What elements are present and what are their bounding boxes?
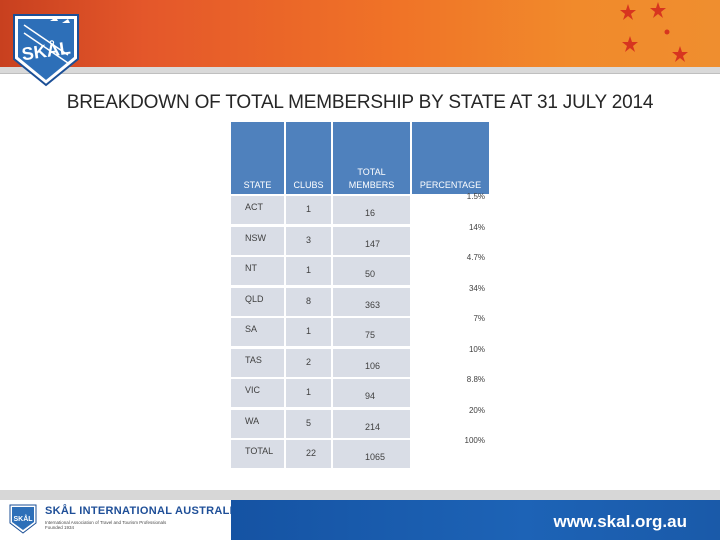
members-cell: 214 bbox=[333, 409, 410, 438]
percentage-cell: 20% bbox=[468, 405, 485, 415]
page-title: BREAKDOWN OF TOTAL MEMBERSHIP BY STATE A… bbox=[66, 92, 654, 113]
clubs-cell-text: 22 bbox=[306, 448, 317, 458]
members-cell-text: 16 bbox=[365, 208, 376, 218]
state-cell: QLD bbox=[231, 287, 284, 316]
percentage-cell: 4.7% bbox=[466, 253, 485, 262]
clubs-cell: 8 bbox=[286, 287, 331, 316]
percentage-cell: 100% bbox=[464, 436, 485, 445]
header-state: STATE bbox=[231, 122, 284, 194]
state-cell-text: QLD bbox=[245, 293, 264, 304]
footer-url-bar bbox=[231, 500, 720, 540]
members-cell-text: 214 bbox=[365, 421, 381, 432]
clubs-cell: 2 bbox=[286, 348, 331, 377]
clubs-cell-text: 1 bbox=[306, 265, 312, 275]
state-cell-text: ACT bbox=[245, 202, 263, 212]
members-cell-text: 50 bbox=[365, 269, 376, 279]
footer-website-link[interactable]: www.skal.org.au bbox=[553, 512, 687, 531]
state-cell-text: SA bbox=[245, 324, 258, 334]
clubs-cell: 1 bbox=[286, 379, 331, 407]
header-divider bbox=[0, 67, 720, 73]
clubs-cell-text: 5 bbox=[306, 417, 312, 428]
clubs-cell-text: 1 bbox=[306, 387, 312, 397]
state-cell-text: TAS bbox=[245, 354, 262, 365]
percentage-cell: 10% bbox=[468, 344, 485, 354]
clubs-cell: 3 bbox=[286, 226, 331, 255]
clubs-cell-text: 2 bbox=[306, 356, 312, 367]
clubs-cell: 5 bbox=[286, 409, 331, 438]
state-cell: WA bbox=[231, 409, 284, 438]
state-cell: TAS bbox=[231, 348, 284, 377]
state-cell-text: WA bbox=[245, 415, 260, 426]
header-clubs: CLUBS bbox=[286, 122, 331, 194]
footer-brand-area bbox=[0, 500, 231, 540]
clubs-cell-text: 8 bbox=[306, 295, 312, 306]
skal-logo-icon: SKÅL bbox=[13, 14, 79, 87]
skal-footer-logo-icon: SKÅL bbox=[9, 504, 37, 534]
state-cell-text: TOTAL bbox=[245, 446, 274, 456]
state-cell: TOTAL bbox=[231, 440, 284, 468]
clubs-cell-text: 1 bbox=[306, 204, 312, 214]
members-cell-text: 1065 bbox=[365, 452, 386, 462]
members-cell: 1065 bbox=[333, 440, 410, 468]
members-cell-text: 363 bbox=[365, 299, 381, 310]
percentage-cell: 7% bbox=[473, 314, 485, 323]
footer-organization-name: SKÅL INTERNATIONAL AUSTRALIA bbox=[45, 505, 242, 517]
footer-tagline: International Association of Travel and … bbox=[45, 520, 167, 530]
footer-logo-text: SKÅL bbox=[13, 514, 33, 523]
clubs-cell-text: 3 bbox=[306, 234, 312, 245]
members-cell: 147 bbox=[333, 226, 410, 255]
footer-divider bbox=[0, 490, 720, 500]
clubs-cell: 22 bbox=[286, 440, 331, 468]
state-cell: SA bbox=[231, 318, 284, 346]
members-cell: 363 bbox=[333, 287, 410, 316]
percentage-cell: 1.5% bbox=[466, 192, 485, 201]
members-cell-text: 147 bbox=[365, 238, 381, 249]
clubs-cell-text: 1 bbox=[306, 326, 312, 336]
members-cell: 50 bbox=[333, 257, 410, 285]
header-percentage: PERCENTAGE bbox=[412, 122, 489, 194]
state-cell-text: NSW bbox=[245, 232, 266, 243]
header-total-members: TOTAL MEMBERS bbox=[333, 122, 410, 194]
state-cell: NT bbox=[231, 257, 284, 285]
state-cell-text: NT bbox=[245, 263, 257, 273]
clubs-cell: 1 bbox=[286, 318, 331, 346]
clubs-cell: 1 bbox=[286, 196, 331, 224]
members-cell-text: 75 bbox=[365, 330, 376, 340]
southern-cross-stars-icon bbox=[620, 2, 688, 62]
members-cell: 75 bbox=[333, 318, 410, 346]
header-banner bbox=[0, 0, 720, 67]
header-divider-line bbox=[0, 73, 720, 74]
members-cell-text: 106 bbox=[365, 360, 381, 371]
state-cell: ACT bbox=[231, 196, 284, 224]
state-cell: NSW bbox=[231, 226, 284, 255]
state-cell-text: VIC bbox=[245, 385, 261, 395]
members-cell: 16 bbox=[333, 196, 410, 224]
members-cell: 106 bbox=[333, 348, 410, 377]
clubs-cell: 1 bbox=[286, 257, 331, 285]
members-cell: 94 bbox=[333, 379, 410, 407]
state-cell: VIC bbox=[231, 379, 284, 407]
percentage-cell: 14% bbox=[468, 222, 485, 232]
percentage-cell: 8.8% bbox=[466, 375, 485, 384]
percentage-cell: 34% bbox=[468, 283, 485, 293]
members-cell-text: 94 bbox=[365, 391, 376, 401]
